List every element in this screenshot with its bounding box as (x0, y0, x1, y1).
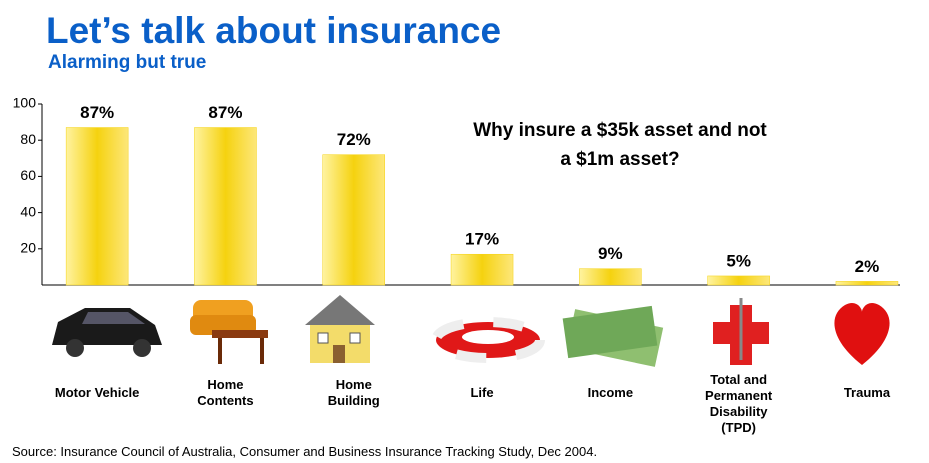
source: Source: Insurance Council of Australia, … (12, 444, 598, 459)
y-tick-label: 20 (20, 240, 36, 256)
car-icon (52, 308, 162, 357)
value-label: 87% (80, 103, 114, 122)
sofa-icon (190, 300, 268, 364)
y-tick-label: 60 (20, 167, 36, 183)
cross-icon (713, 298, 769, 365)
value-label: 9% (598, 244, 623, 263)
bar (194, 127, 257, 286)
category-label: Income (587, 385, 634, 400)
money-icon (562, 305, 664, 367)
bar (450, 253, 514, 286)
value-label: 87% (208, 103, 242, 122)
category-label: Life (470, 385, 494, 400)
category-label: Home Contents (197, 377, 254, 408)
subtitle: Alarming but true (48, 52, 207, 73)
bar (65, 127, 129, 286)
category-label: Home Building (327, 377, 380, 408)
value-label: 5% (726, 251, 751, 270)
bar (707, 275, 770, 286)
value-label: 2% (855, 257, 880, 276)
heart-icon (834, 302, 890, 365)
title: Let’s talk about insurance (46, 10, 502, 51)
category-label: Motor Vehicle (54, 385, 140, 400)
y-tick-label: 40 (20, 203, 36, 219)
category-label: Total and Permanent Disability (TPD) (705, 372, 773, 435)
category-label: Trauma (843, 385, 891, 400)
bar (322, 154, 385, 286)
y-tick-label: 80 (20, 131, 36, 147)
icons (52, 295, 890, 367)
lifebuoy-icon (431, 317, 545, 363)
bar (835, 281, 899, 286)
annotation: Why insure a $35k asset and not a $1m as… (473, 120, 767, 170)
bar (579, 268, 642, 286)
house-icon (305, 295, 375, 363)
value-label: 17% (465, 230, 499, 249)
value-label: 72% (337, 130, 371, 149)
y-tick-label: 100 (13, 95, 37, 111)
